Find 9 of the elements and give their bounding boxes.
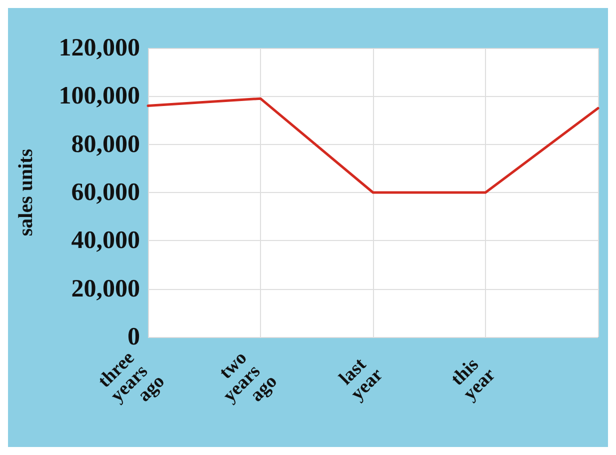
- y-tick-label: 100,000: [58, 82, 140, 110]
- y-tick-label: 20,000: [71, 275, 140, 302]
- y-axis-title: sales units: [15, 148, 37, 236]
- y-tick-label: 80,000: [71, 130, 140, 158]
- line-series: [146, 97, 600, 194]
- y-tick-label: 0: [128, 324, 140, 350]
- y-tick-label: 60,000: [71, 179, 140, 206]
- y-tick-label: 40,000: [71, 227, 140, 254]
- y-tick-label: 120,000: [58, 34, 140, 62]
